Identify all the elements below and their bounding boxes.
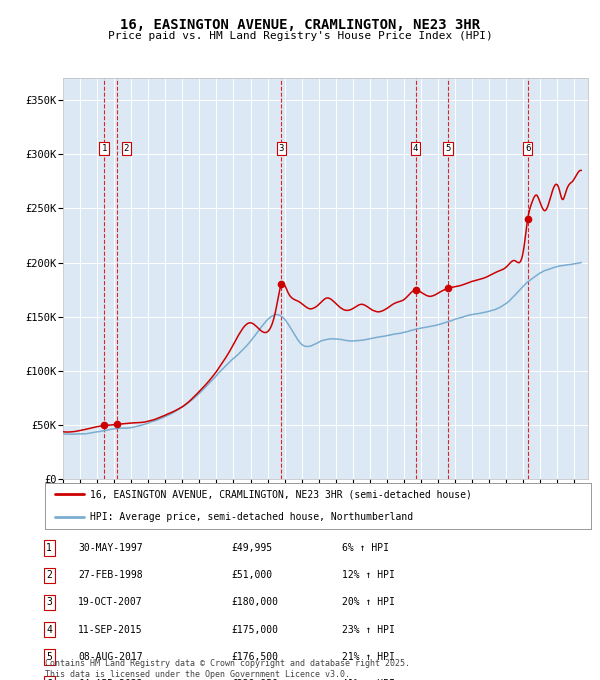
- Text: £51,000: £51,000: [231, 571, 272, 580]
- Text: 27-FEB-1998: 27-FEB-1998: [78, 571, 143, 580]
- Text: HPI: Average price, semi-detached house, Northumberland: HPI: Average price, semi-detached house,…: [90, 513, 413, 522]
- Text: 08-AUG-2017: 08-AUG-2017: [78, 652, 143, 662]
- Text: 21% ↑ HPI: 21% ↑ HPI: [342, 652, 395, 662]
- Text: £180,000: £180,000: [231, 598, 278, 607]
- Text: 12% ↑ HPI: 12% ↑ HPI: [342, 571, 395, 580]
- Text: 11-SEP-2015: 11-SEP-2015: [78, 625, 143, 634]
- Text: Contains HM Land Registry data © Crown copyright and database right 2025.
This d: Contains HM Land Registry data © Crown c…: [45, 659, 410, 679]
- Text: 4: 4: [413, 144, 418, 153]
- Text: 41% ↑ HPI: 41% ↑ HPI: [342, 679, 395, 680]
- Text: 4: 4: [46, 625, 52, 634]
- Text: 3: 3: [278, 144, 284, 153]
- Text: 04-APR-2022: 04-APR-2022: [78, 679, 143, 680]
- Text: 19-OCT-2007: 19-OCT-2007: [78, 598, 143, 607]
- Text: £176,500: £176,500: [231, 652, 278, 662]
- Text: 2: 2: [46, 571, 52, 580]
- Text: 5: 5: [46, 652, 52, 662]
- Text: £175,000: £175,000: [231, 625, 278, 634]
- Text: 1: 1: [101, 144, 107, 153]
- Text: Price paid vs. HM Land Registry's House Price Index (HPI): Price paid vs. HM Land Registry's House …: [107, 31, 493, 41]
- Text: 6: 6: [46, 679, 52, 680]
- Text: 16, EASINGTON AVENUE, CRAMLINGTON, NE23 3HR (semi-detached house): 16, EASINGTON AVENUE, CRAMLINGTON, NE23 …: [90, 490, 472, 499]
- Text: 23% ↑ HPI: 23% ↑ HPI: [342, 625, 395, 634]
- Text: 16, EASINGTON AVENUE, CRAMLINGTON, NE23 3HR: 16, EASINGTON AVENUE, CRAMLINGTON, NE23 …: [120, 18, 480, 32]
- Text: 1: 1: [46, 543, 52, 553]
- Text: £239,950: £239,950: [231, 679, 278, 680]
- Text: 3: 3: [46, 598, 52, 607]
- Text: 20% ↑ HPI: 20% ↑ HPI: [342, 598, 395, 607]
- Text: £49,995: £49,995: [231, 543, 272, 553]
- Text: 6% ↑ HPI: 6% ↑ HPI: [342, 543, 389, 553]
- Text: 30-MAY-1997: 30-MAY-1997: [78, 543, 143, 553]
- Text: 6: 6: [525, 144, 530, 153]
- Text: 5: 5: [445, 144, 451, 153]
- Text: 2: 2: [124, 144, 129, 153]
